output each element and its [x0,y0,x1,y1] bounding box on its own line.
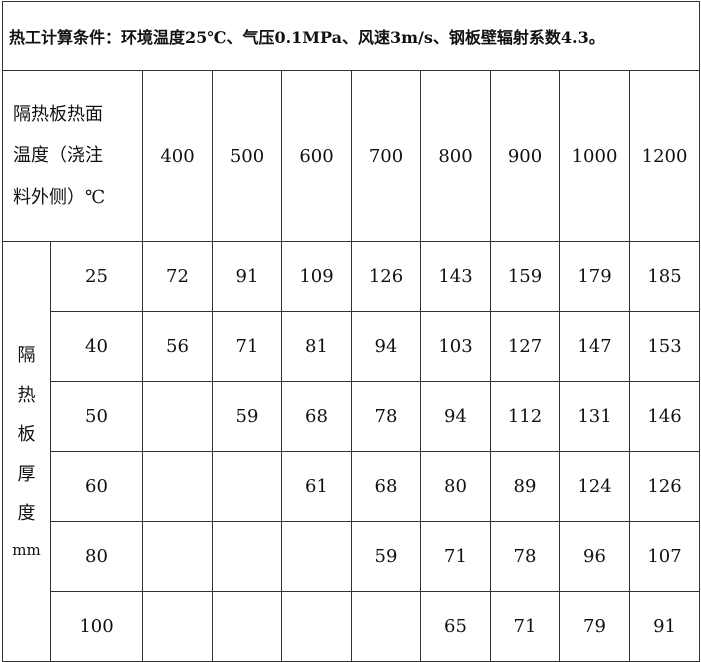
value-cell: 56 [142,311,213,382]
insulation-thickness-label: 隔 热 板 厚 度 mm [2,241,51,662]
value-cell: 80 [420,451,491,522]
value-cell: 91 [212,241,282,312]
header-label-line: 温度（浇注 [13,145,103,167]
thickness-cell: 60 [50,451,143,522]
value-cell: 65 [420,591,491,662]
thickness-cell: 80 [50,521,143,592]
temperature-header-cell: 800 [420,70,491,242]
value-cell: 91 [628,591,701,662]
value-cell: 71 [490,591,560,662]
side-label-char: 厚 [17,463,36,485]
thickness-cell: 100 [50,591,143,662]
value-cell [142,591,213,662]
value-cell: 89 [490,451,560,522]
value-cell: 71 [212,311,282,382]
table-row: 40 56 71 81 94 103 127 147 153 [3,311,701,382]
side-label-char: 隔 [17,345,36,367]
side-label-char: 热 [17,384,36,406]
value-cell: 94 [351,311,421,382]
calc-conditions-caption: 热工计算条件：环境温度25℃、气压0.1MPa、风速3m/s、钢板壁辐射系数4.… [1,1,701,71]
value-cell: 71 [420,521,491,592]
caption-row: 热工计算条件：环境温度25℃、气压0.1MPa、风速3m/s、钢板壁辐射系数4.… [1,1,701,71]
table-row: 100 65 71 79 91 [3,591,701,662]
value-cell [142,521,213,592]
value-cell: 109 [281,241,352,312]
value-cell: 68 [281,381,352,452]
temperature-header-cell: 400 [142,70,213,242]
table-row: 50 59 68 78 94 112 131 146 [3,381,701,452]
value-cell: 185 [628,241,701,312]
value-cell: 179 [559,241,630,312]
thickness-cell: 25 [50,241,143,312]
value-cell: 103 [420,311,491,382]
table-row: 80 59 71 78 96 107 [3,521,701,592]
value-cell: 131 [559,381,630,452]
value-cell [212,521,282,592]
temperature-header-cell: 1200 [628,70,701,242]
side-label-unit: mm [12,540,41,559]
value-cell: 68 [351,451,421,522]
value-cell: 96 [559,521,630,592]
value-cell: 126 [628,451,701,522]
header-row: 隔热板热面 温度（浇注 料外侧）℃ 400 500 600 700 800 90… [2,70,701,242]
header-label-line: 隔热板热面 [13,103,103,125]
value-cell [281,521,352,592]
value-cell [142,381,213,452]
temperature-header-cell: 600 [281,70,352,242]
temperature-header-cell: 500 [212,70,282,242]
value-cell: 61 [281,451,352,522]
value-cell [351,591,421,662]
header-label-line: 料外侧）℃ [13,186,106,208]
value-cell [281,591,352,662]
value-cell: 147 [559,311,630,382]
value-cell: 146 [628,381,701,452]
side-label-char: 板 [17,424,36,446]
value-cell: 107 [628,521,701,592]
value-cell: 126 [351,241,421,312]
side-label-char: 度 [17,503,36,525]
value-cell: 143 [420,241,491,312]
thickness-cell: 50 [50,381,143,452]
value-cell: 159 [490,241,560,312]
value-cell: 79 [559,591,630,662]
thickness-cell: 40 [50,311,143,382]
temperature-header-cell: 900 [490,70,560,242]
value-cell [142,451,213,522]
value-cell: 72 [142,241,213,312]
value-cell [212,451,282,522]
value-cell: 78 [351,381,421,452]
value-cell: 127 [490,311,560,382]
value-cell: 124 [559,451,630,522]
temperature-header-cell: 700 [351,70,421,242]
value-cell: 153 [628,311,701,382]
table-row: 60 61 68 80 89 124 126 [3,451,701,522]
hot-face-temperature-header: 隔热板热面 温度（浇注 料外侧）℃ [2,70,143,242]
value-cell [212,591,282,662]
value-cell: 78 [490,521,560,592]
value-cell: 94 [420,381,491,452]
temperature-header-cell: 1000 [559,70,630,242]
value-cell: 59 [351,521,421,592]
table-row: 隔 热 板 厚 度 mm 25 72 91 109 126 143 159 17… [2,241,701,662]
value-cell: 81 [281,311,352,382]
value-cell: 59 [212,381,282,452]
value-cell: 112 [490,381,560,452]
